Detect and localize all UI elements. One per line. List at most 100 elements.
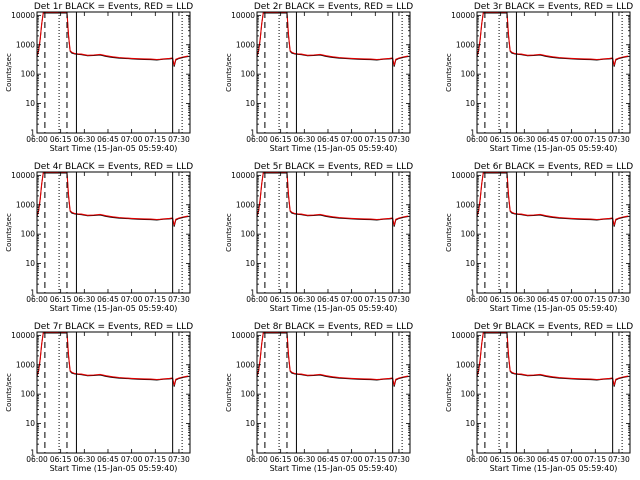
y-tick-label: 10 bbox=[465, 99, 475, 108]
y-tick-label: 10000 bbox=[451, 331, 475, 340]
y-tick-label: 1000 bbox=[456, 40, 475, 49]
y-tick-label: 10 bbox=[25, 259, 35, 268]
x-tick-label: 06:15 bbox=[490, 295, 512, 304]
x-axis-label: Start Time (15-Jan-05 05:59:40) bbox=[490, 304, 618, 313]
panel-title: Det 6r BLACK = Events, RED = LLD bbox=[474, 162, 633, 172]
y-tick-label: 10000 bbox=[11, 331, 35, 340]
x-tick-label: 06:30 bbox=[514, 295, 536, 304]
y-tick-label: 10 bbox=[25, 99, 35, 108]
x-tick-label: 06:00 bbox=[26, 135, 48, 144]
x-tick-label: 07:15 bbox=[584, 135, 606, 144]
plot-area bbox=[257, 332, 409, 387]
x-tick-label: 06:15 bbox=[270, 135, 292, 144]
y-tick-label: 10 bbox=[245, 99, 255, 108]
plot-area bbox=[37, 172, 189, 227]
x-tick-label: 07:15 bbox=[364, 135, 386, 144]
axes-frame bbox=[476, 331, 631, 454]
x-axis-label: Start Time (15-Jan-05 05:59:40) bbox=[490, 464, 618, 473]
axes-frame bbox=[36, 331, 191, 454]
y-axis-label: Counts/sec bbox=[5, 53, 13, 92]
x-tick-label: 06:45 bbox=[97, 455, 119, 464]
x-tick-label: 07:00 bbox=[341, 455, 363, 464]
x-axis-label: Start Time (15-Jan-05 05:59:40) bbox=[270, 304, 398, 313]
y-tick-label: 1000 bbox=[236, 360, 255, 369]
x-tick-label: 07:00 bbox=[341, 135, 363, 144]
x-tick-label: 07:30 bbox=[168, 295, 190, 304]
x-tick-label: 06:45 bbox=[537, 135, 559, 144]
panel-title: Det 2r BLACK = Events, RED = LLD bbox=[254, 2, 413, 12]
y-axis-label: Counts/sec bbox=[225, 373, 233, 412]
y-tick-label: 1000 bbox=[456, 360, 475, 369]
plot-area bbox=[477, 12, 629, 67]
x-tick-label: 07:30 bbox=[608, 295, 630, 304]
x-tick-label: 06:00 bbox=[246, 455, 268, 464]
x-tick-label: 07:30 bbox=[388, 455, 410, 464]
y-tick-label: 1 bbox=[250, 129, 255, 138]
x-tick-label: 06:30 bbox=[74, 295, 96, 304]
x-tick-label: 06:00 bbox=[246, 295, 268, 304]
x-tick-label: 07:00 bbox=[561, 455, 583, 464]
x-tick-label: 07:15 bbox=[364, 455, 386, 464]
y-tick-label: 100 bbox=[21, 70, 36, 79]
y-axis-label: Counts/sec bbox=[225, 53, 233, 92]
x-tick-label: 06:00 bbox=[466, 295, 488, 304]
y-tick-label: 1000 bbox=[16, 360, 35, 369]
plot-area bbox=[37, 12, 189, 67]
x-tick-label: 06:15 bbox=[50, 455, 72, 464]
y-tick-label: 10 bbox=[25, 419, 35, 428]
x-tick-label: 07:00 bbox=[341, 295, 363, 304]
y-axis-label: Counts/sec bbox=[225, 213, 233, 252]
panel-title: Det 8r BLACK = Events, RED = LLD bbox=[254, 322, 413, 332]
panel: Det 1r BLACK = Events, RED = LLD 1 10 100 10… bbox=[5, 2, 193, 153]
y-tick-label: 1000 bbox=[16, 200, 35, 209]
x-tick-label: 07:15 bbox=[584, 295, 606, 304]
y-tick-label: 10000 bbox=[451, 11, 475, 20]
y-tick-label: 1 bbox=[250, 289, 255, 298]
x-tick-label: 06:45 bbox=[537, 295, 559, 304]
y-axis-label: Counts/sec bbox=[445, 373, 453, 412]
axes-frame bbox=[256, 331, 411, 454]
y-tick-label: 1 bbox=[30, 289, 35, 298]
axes-frame bbox=[36, 171, 191, 294]
panel: Det 3r BLACK = Events, RED = LLD 1 10 100 10… bbox=[445, 2, 633, 153]
panel: Det 4r BLACK = Events, RED = LLD 1 10 100 10… bbox=[5, 162, 193, 313]
y-tick-label: 10000 bbox=[231, 331, 255, 340]
y-tick-label: 10000 bbox=[11, 171, 35, 180]
x-tick-label: 07:15 bbox=[144, 295, 166, 304]
x-tick-label: 06:30 bbox=[294, 295, 316, 304]
x-tick-label: 07:15 bbox=[144, 455, 166, 464]
x-tick-label: 07:00 bbox=[121, 135, 143, 144]
plot-area bbox=[477, 172, 629, 227]
x-tick-label: 06:00 bbox=[26, 455, 48, 464]
y-tick-label: 10 bbox=[465, 259, 475, 268]
y-tick-label: 100 bbox=[21, 390, 36, 399]
x-tick-label: 06:00 bbox=[466, 455, 488, 464]
y-tick-label: 1 bbox=[250, 449, 255, 458]
y-tick-label: 10000 bbox=[451, 171, 475, 180]
y-axis-label: Counts/sec bbox=[5, 373, 13, 412]
y-axis-label: Counts/sec bbox=[445, 213, 453, 252]
x-tick-label: 07:30 bbox=[388, 135, 410, 144]
panel: Det 7r BLACK = Events, RED = LLD 1 10 100 10… bbox=[5, 322, 193, 473]
plot-area bbox=[257, 172, 409, 227]
x-tick-label: 07:30 bbox=[608, 135, 630, 144]
x-tick-label: 06:30 bbox=[514, 455, 536, 464]
x-tick-label: 06:45 bbox=[317, 455, 339, 464]
panel-title: Det 1r BLACK = Events, RED = LLD bbox=[34, 2, 193, 12]
y-tick-label: 100 bbox=[21, 230, 36, 239]
y-tick-label: 10 bbox=[465, 419, 475, 428]
axes-frame bbox=[36, 11, 191, 134]
x-axis-label: Start Time (15-Jan-05 05:59:40) bbox=[270, 464, 398, 473]
x-tick-label: 06:45 bbox=[97, 135, 119, 144]
y-tick-label: 1 bbox=[30, 449, 35, 458]
panel-title: Det 3r BLACK = Events, RED = LLD bbox=[474, 2, 633, 12]
y-tick-label: 1000 bbox=[236, 200, 255, 209]
x-tick-label: 06:00 bbox=[26, 295, 48, 304]
x-tick-label: 06:00 bbox=[466, 135, 488, 144]
x-tick-label: 06:30 bbox=[514, 135, 536, 144]
panel: Det 9r BLACK = Events, RED = LLD 1 10 100 10… bbox=[445, 322, 633, 473]
panel: Det 6r BLACK = Events, RED = LLD 1 10 100 10… bbox=[445, 162, 633, 313]
plot-area bbox=[477, 332, 629, 387]
x-tick-label: 06:30 bbox=[74, 455, 96, 464]
axes-frame bbox=[476, 11, 631, 134]
